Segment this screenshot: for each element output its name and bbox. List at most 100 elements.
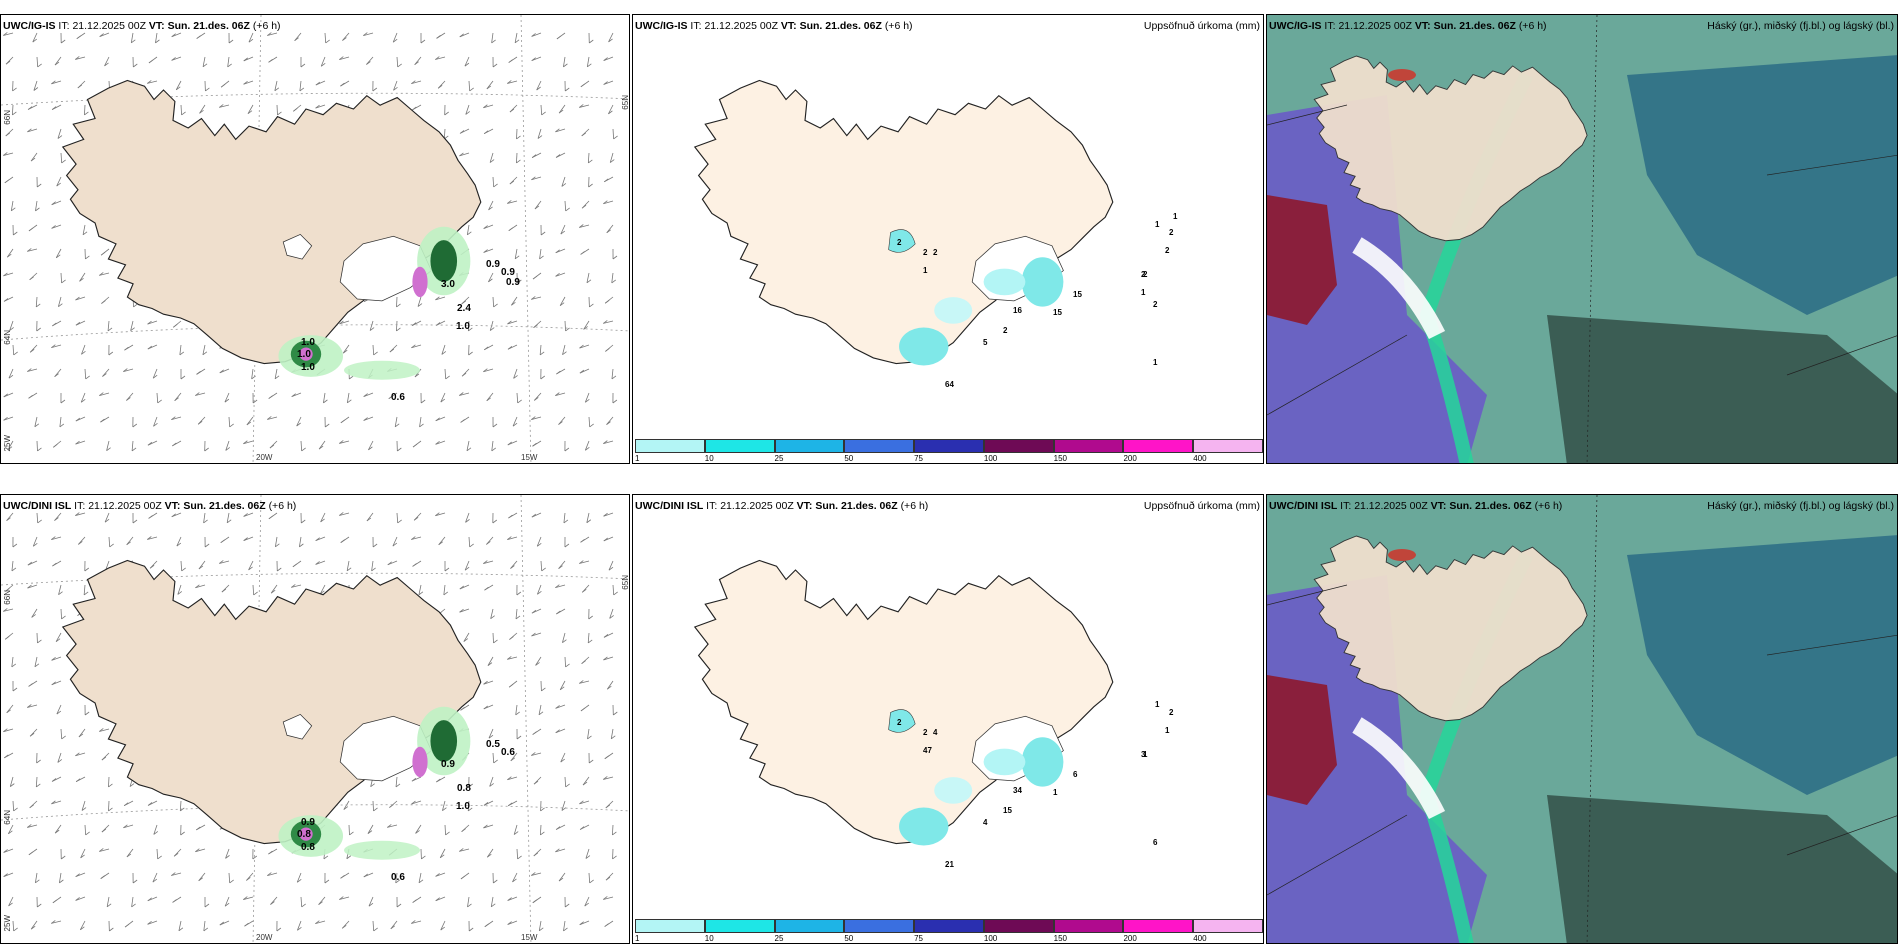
- precip-label: 1: [1165, 726, 1170, 735]
- colorbar-swatch: [704, 919, 775, 933]
- iceland-landmass: [1313, 55, 1588, 242]
- precip-label: 1: [1143, 750, 1148, 759]
- it-value: 21.12.2025 00Z: [704, 20, 778, 32]
- gust-label: 0.8: [457, 783, 471, 794]
- cloud-map-igis: UWC/IG-IS IT: 21.12.2025 00Z VT: Sun. 21…: [1266, 14, 1898, 464]
- colorbar-swatch: [983, 919, 1054, 933]
- vt-value: Sun. 21.des. 06Z: [1433, 20, 1516, 32]
- precip-label: 6: [1073, 770, 1078, 779]
- it-label: IT:: [1324, 20, 1336, 32]
- precip-label: 1: [923, 266, 928, 275]
- precip-label: 1: [1141, 288, 1146, 297]
- vt-value: Sun. 21.des. 06Z: [183, 500, 266, 512]
- coord-label: 20W: [256, 453, 273, 462]
- mid-cloud: [1627, 535, 1897, 795]
- precip-label: 2: [1169, 228, 1174, 237]
- colorbar-swatch: [844, 439, 915, 453]
- gust-label: 0.5: [486, 739, 500, 750]
- precip-label: 2: [1153, 300, 1158, 309]
- panel-header: UWC/DINI ISL IT: 21.12.2025 00Z VT: Sun.…: [635, 500, 928, 512]
- it-value: 21.12.2025 00Z: [1354, 500, 1428, 512]
- colorbar-swatch: [983, 439, 1054, 453]
- colorbar-tick: 100: [983, 934, 998, 943]
- precip-label: 2: [897, 718, 902, 727]
- glacier-area: [282, 233, 313, 260]
- gust-peak: [412, 266, 428, 298]
- mid-cloud: [1547, 315, 1897, 463]
- precip-label: 6: [1153, 838, 1158, 847]
- colorbar-tick: 400: [1193, 934, 1207, 943]
- lead-time: (+6 h): [268, 500, 297, 512]
- low-cloud: [1267, 575, 1487, 943]
- lead-time: (+6 h): [884, 20, 913, 32]
- gust-area: [344, 360, 421, 380]
- precip-label: 16: [1013, 306, 1022, 315]
- gust-label: 0.8: [297, 829, 311, 840]
- high-cloud: [1267, 195, 1337, 325]
- lead-time: (+6 h): [1518, 20, 1547, 32]
- precip-area: [899, 807, 949, 846]
- gust-label: 0.9: [441, 759, 455, 770]
- graticule: [1267, 495, 1897, 943]
- precip-area: [1021, 737, 1064, 787]
- coord-label: 65N: [621, 95, 630, 110]
- precip-area: [899, 327, 949, 366]
- precip-label: 2: [897, 238, 902, 247]
- model-name: UWC/DINI ISL: [635, 500, 704, 512]
- colorbar-tick: 200: [1123, 934, 1137, 943]
- precip-area: [1021, 257, 1064, 307]
- wind-map-igis: 1.0 1.0 1.0 0.6 0.9 0.9 2.4 3.0 1.0 0.9 20W 15W 66N 6…: [0, 14, 630, 464]
- colorbar-tick: 400: [1193, 454, 1207, 463]
- coord-label: 64N: [3, 330, 12, 345]
- vt-value: Sun. 21.des. 06Z: [167, 20, 250, 32]
- model-name: UWC/IG-IS: [3, 20, 56, 32]
- precip-label: 21: [945, 860, 954, 869]
- precip-label: 1: [1155, 700, 1160, 709]
- colorbar-tick: 25: [774, 934, 784, 943]
- gust-label: 2.4: [457, 303, 471, 314]
- map-canvas: [1267, 495, 1897, 943]
- precip-label: 2: [1165, 246, 1170, 255]
- coord-label: 15W: [521, 933, 538, 942]
- precip-label: 1: [1173, 212, 1178, 221]
- precip-label: 2: [923, 248, 928, 257]
- vt-value: Sun. 21.des. 06Z: [815, 500, 898, 512]
- cloud-map-dini: UWC/DINI ISL IT: 21.12.2025 00Z VT: Sun.…: [1266, 494, 1898, 944]
- precip-map-igis: 2 2 2 1 5 64 16 2 15 15 1 2 2 2 1 2 1 2 1 1 10 25 50 75 100 150 20…: [632, 14, 1264, 464]
- coord-label: 64N: [3, 810, 12, 825]
- vt-label: VT:: [148, 20, 165, 32]
- colorbar-tick: 10: [704, 934, 714, 943]
- gust-label: 1.0: [456, 801, 470, 812]
- colorbar-swatch: [635, 919, 705, 933]
- it-label: IT:: [74, 500, 86, 512]
- precip-area: [934, 297, 973, 324]
- gust-label: 0.9: [301, 817, 315, 828]
- colorbar-swatch: [914, 919, 984, 933]
- coord-label: 20W: [256, 933, 273, 942]
- iceland-landmass: [693, 559, 1114, 845]
- precip-label: 1: [1053, 788, 1058, 797]
- precip-label: 64: [945, 380, 954, 389]
- gust-label: 1.0: [456, 321, 470, 332]
- vt-value: Sun. 21.des. 06Z: [799, 20, 882, 32]
- coord-label: 15W: [521, 453, 538, 462]
- graticule: [1267, 15, 1897, 463]
- precip-label: 1: [1153, 358, 1158, 367]
- precip-label: 2: [933, 248, 938, 257]
- colorbar-swatch: [1193, 439, 1263, 453]
- colorbar-tick: 1: [635, 934, 640, 943]
- precip-colorbar: 1 10 25 50 75 100 150 200 400: [633, 437, 1263, 463]
- colorbar-tick: 150: [1053, 934, 1068, 943]
- colorbar-tick: 200: [1123, 454, 1137, 463]
- precip-label: 2: [1143, 270, 1148, 279]
- it-value: 21.12.2025 00Z: [72, 20, 146, 32]
- coord-label: 66N: [3, 110, 12, 125]
- mid-cloud: [1547, 795, 1897, 943]
- gust-label: 1.0: [301, 337, 315, 348]
- coord-label: 66N: [3, 590, 12, 605]
- precip-label: 2: [923, 728, 928, 737]
- gust-label: 0.9: [486, 259, 500, 270]
- gust-label: 0.8: [301, 842, 315, 853]
- it-label: IT:: [1340, 500, 1352, 512]
- vt-label: VT:: [780, 20, 797, 32]
